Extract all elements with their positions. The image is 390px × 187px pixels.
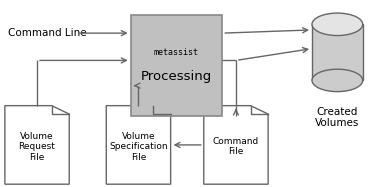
Ellipse shape (312, 69, 363, 92)
Text: Command Line: Command Line (8, 28, 87, 38)
Polygon shape (106, 106, 171, 184)
Text: Created
Volumes: Created Volumes (315, 107, 360, 128)
Polygon shape (5, 106, 69, 184)
Text: Processing: Processing (141, 70, 212, 83)
Ellipse shape (312, 13, 363, 36)
Text: Command
File: Command File (213, 137, 259, 157)
Bar (312, 24, 363, 80)
Polygon shape (204, 106, 268, 184)
Text: Volume
Specification
File: Volume Specification File (109, 132, 168, 162)
Bar (131, 15, 222, 116)
Text: Volume
Request
File: Volume Request File (19, 132, 55, 162)
Text: metassist: metassist (154, 48, 199, 57)
